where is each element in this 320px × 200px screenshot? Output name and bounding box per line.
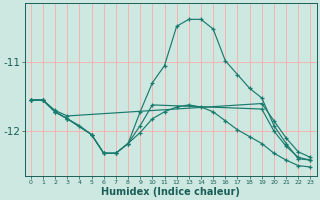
X-axis label: Humidex (Indice chaleur): Humidex (Indice chaleur) (101, 187, 240, 197)
